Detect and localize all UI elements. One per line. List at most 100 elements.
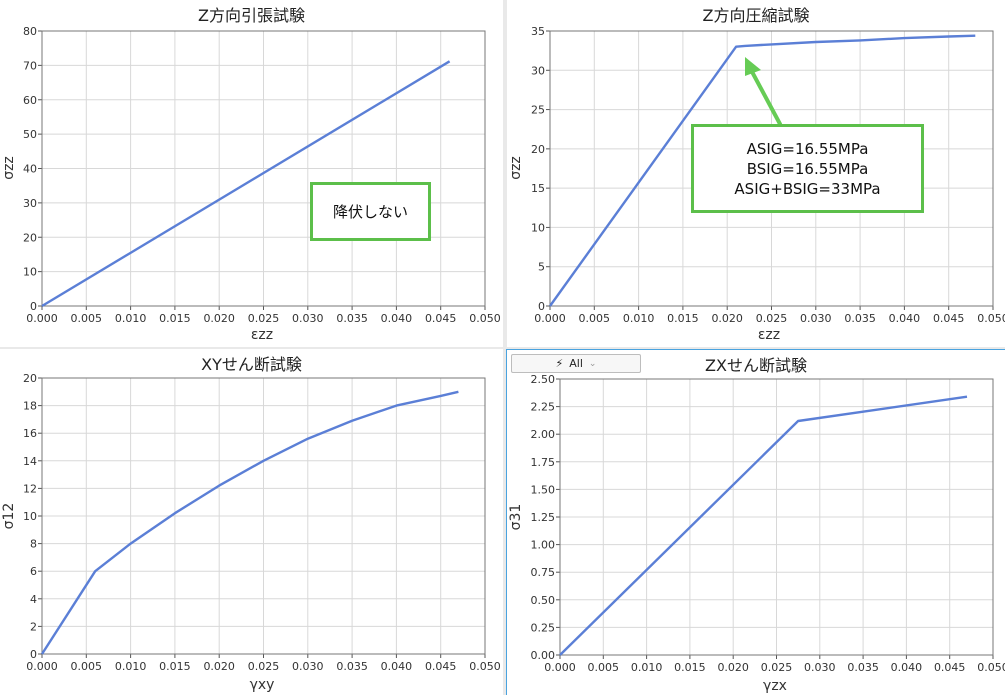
x-tick-label: 0.020 <box>203 312 235 325</box>
x-tick-label: 0.035 <box>847 661 879 674</box>
chart-panel-xy-shear: XYせん断試験 0.000 0.005 0.010 0.015 0.020 0.025 0.… <box>0 349 503 695</box>
x-tick-label: 0.015 <box>674 661 706 674</box>
y-tick-label: 10 <box>23 266 37 279</box>
x-tick-label: 0.030 <box>292 660 324 673</box>
y-tick-label: 4 <box>30 593 37 606</box>
y-tick-label: 20 <box>23 372 37 385</box>
x-axis-label: εzz <box>758 327 780 343</box>
y-tick-label: 30 <box>531 64 545 77</box>
y-tick-label: 1.75 <box>531 456 556 469</box>
y-tick-label: 18 <box>23 400 37 413</box>
series-line <box>559 395 968 656</box>
x-tick-label: 0.020 <box>203 660 235 673</box>
x-tick-label: 0.015 <box>667 312 699 325</box>
x-tick-label: 0.000 <box>26 312 58 325</box>
plot-frame <box>549 30 994 307</box>
y-axis-label: σ31 <box>508 504 524 531</box>
x-tick-label: 0.050 <box>469 660 501 673</box>
x-tick-label: 0.010 <box>631 661 663 674</box>
annotation-arrow <box>745 57 782 126</box>
y-tick-label: 20 <box>531 143 545 156</box>
annotation-box: 降伏しない <box>310 182 431 241</box>
chart-panel-zx-shear: ZXせん断試験 0.000 0.005 0.010 0.015 0.020 0.025 0.… <box>506 349 1005 695</box>
filter-label: All <box>569 357 583 370</box>
y-tick-label: 1.50 <box>531 483 556 496</box>
x-tick-label: 0.040 <box>891 661 923 674</box>
x-tick-label: 0.040 <box>381 660 413 673</box>
x-tick-label: 0.025 <box>756 312 788 325</box>
x-tick-label: 0.050 <box>977 312 1005 325</box>
y-tick-label: 0.00 <box>531 649 556 662</box>
x-tick-label: 0.005 <box>71 312 103 325</box>
y-tick-label: 2.25 <box>531 401 556 414</box>
x-tick-label: 0.040 <box>889 312 921 325</box>
filter-dropdown[interactable]: ⚡ All ⌄ <box>511 354 641 373</box>
x-tick-label: 0.005 <box>588 661 620 674</box>
x-tick-label: 0.015 <box>159 312 191 325</box>
y-tick-label: 10 <box>531 221 545 234</box>
y-tick-label: 5 <box>538 261 545 274</box>
chart-title: XYせん断試験 <box>201 355 302 374</box>
chart-panel-z-compression: Z方向圧縮試験 0.000 0.005 0.010 0.015 0.020 0.025 0.… <box>507 0 1005 347</box>
y-tick-label: 0 <box>30 648 37 661</box>
y-tick-label: 0 <box>538 300 545 313</box>
x-tick-label: 0.000 <box>544 661 576 674</box>
x-tick-label: 0.035 <box>336 660 368 673</box>
y-tick-label: 40 <box>23 163 37 176</box>
y-tick-label: 20 <box>23 231 37 244</box>
x-tick-label: 0.045 <box>425 660 457 673</box>
y-tick-label: 15 <box>531 182 545 195</box>
x-tick-label: 0.045 <box>933 312 965 325</box>
chart-plot: 0.000 0.005 0.010 0.015 0.020 0.025 0.030 0.035… <box>508 373 1005 694</box>
y-tick-label: 70 <box>23 59 37 72</box>
plot-frame <box>559 378 994 656</box>
chevron-down-icon: ⌄ <box>588 358 597 369</box>
y-tick-label: 60 <box>23 94 37 107</box>
y-axis-label: σzz <box>1 156 17 180</box>
x-tick-label: 0.035 <box>844 312 876 325</box>
chart-title: Z方向引張試験 <box>198 6 305 25</box>
x-tick-label: 0.030 <box>292 312 324 325</box>
series-line <box>41 60 451 308</box>
chart-panel-z-tension: Z方向引張試験 0.000 0.005 0.010 0.015 0.020 0.025 0.… <box>0 0 503 347</box>
x-tick-label: 0.025 <box>761 661 793 674</box>
y-tick-label: 35 <box>531 25 545 38</box>
annotation-line: BSIG=16.55MPa <box>746 159 869 178</box>
y-axis-label: σzz <box>508 156 524 180</box>
y-tick-label: 30 <box>23 197 37 210</box>
series-line <box>40 390 459 655</box>
x-tick-label: 0.010 <box>115 312 147 325</box>
annotation-box: ASIG=16.55MPa BSIG=16.55MPa ASIG+BSIG=33… <box>691 124 924 213</box>
y-tick-label: 16 <box>23 427 37 440</box>
chart-plot: 0.000 0.005 0.010 0.015 0.020 0.025 0.030 0.035… <box>1 25 501 343</box>
x-tick-label: 0.050 <box>977 661 1005 674</box>
y-tick-label: 2.50 <box>531 373 556 386</box>
chart-title: Z方向圧縮試験 <box>702 6 810 25</box>
plot-frame <box>41 377 486 655</box>
x-tick-label: 0.030 <box>800 312 832 325</box>
x-tick-label: 0.045 <box>425 312 457 325</box>
x-tick-label: 0.035 <box>336 312 368 325</box>
y-tick-label: 0.75 <box>531 566 556 579</box>
y-tick-label: 14 <box>23 455 37 468</box>
y-tick-label: 1.25 <box>531 511 556 524</box>
annotation-line: ASIG+BSIG=33MPa <box>734 179 881 198</box>
y-tick-label: 25 <box>531 104 545 117</box>
x-tick-label: 0.040 <box>381 312 413 325</box>
x-tick-label: 0.050 <box>469 312 501 325</box>
arrow-head <box>745 57 761 76</box>
y-tick-label: 1.00 <box>531 539 556 552</box>
x-tick-label: 0.005 <box>71 660 103 673</box>
y-tick-label: 6 <box>30 565 37 578</box>
y-axis-label: σ12 <box>1 503 17 530</box>
annotation-line: 降伏しない <box>332 203 408 221</box>
x-tick-label: 0.005 <box>579 312 611 325</box>
chart-plot: 0.000 0.005 0.010 0.015 0.020 0.025 0.030 0.035… <box>1 372 501 693</box>
x-axis-label: γzx <box>763 678 787 694</box>
x-tick-label: 0.045 <box>934 661 966 674</box>
x-tick-label: 0.010 <box>623 312 655 325</box>
series-line <box>549 34 976 307</box>
x-tick-label: 0.000 <box>534 312 566 325</box>
chart-title: ZXせん断試験 <box>705 356 807 375</box>
y-tick-label: 10 <box>23 510 37 523</box>
